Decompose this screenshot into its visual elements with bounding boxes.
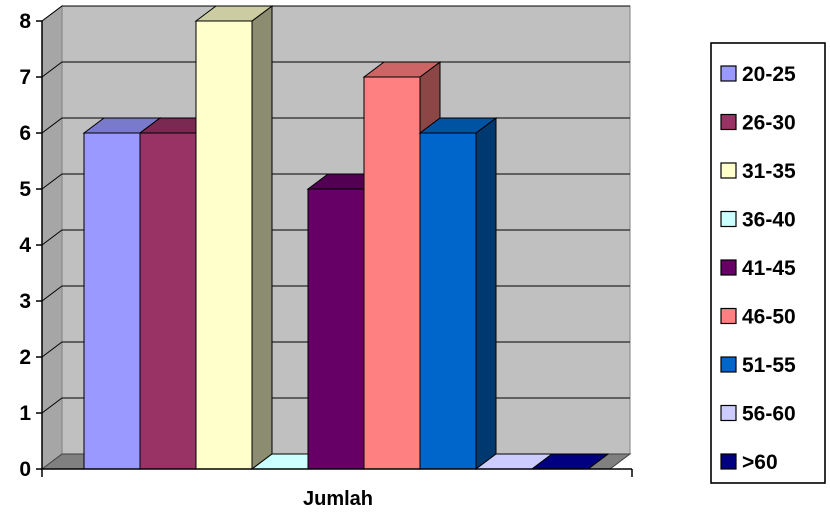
legend-label: 46-50 bbox=[742, 306, 796, 329]
y-tick-label: 8 bbox=[19, 10, 31, 33]
legend-item-26-30: 26-30 bbox=[720, 112, 796, 135]
y-tick-label: 0 bbox=[19, 458, 31, 481]
x-axis-label: Jumlah bbox=[303, 488, 373, 510]
bar-top bbox=[194, 5, 274, 22]
y-tick-label: 1 bbox=[19, 402, 31, 425]
legend-label: 36-40 bbox=[742, 209, 796, 232]
y-tick-label: 6 bbox=[19, 122, 31, 145]
legend-swatch bbox=[720, 453, 737, 470]
legend-label: 41-45 bbox=[742, 257, 796, 280]
y-tick-label: 7 bbox=[19, 66, 31, 89]
bars bbox=[82, 5, 610, 470]
legend-item-41-45: 41-45 bbox=[720, 257, 796, 280]
legend-swatch bbox=[720, 65, 737, 82]
y-tick-label: 4 bbox=[19, 234, 31, 257]
legend-label: 31-35 bbox=[742, 160, 796, 183]
bar-front bbox=[307, 188, 365, 470]
legend: 20-25 26-30 31-35 36-40 41-45 46-50 51-55 56-60… bbox=[720, 63, 796, 474]
legend-label: 56-60 bbox=[742, 403, 796, 426]
legend-label: >60 bbox=[742, 451, 778, 474]
bar-front bbox=[83, 132, 141, 470]
bar-51-55 bbox=[418, 117, 498, 470]
bar-front bbox=[419, 132, 477, 470]
legend-item-31-35: 31-35 bbox=[720, 160, 796, 183]
legend-item-51-55: 51-55 bbox=[720, 354, 796, 377]
y-tick-label: 5 bbox=[19, 178, 31, 201]
bar-top bbox=[418, 117, 498, 134]
legend-item-20-25: 20-25 bbox=[720, 63, 796, 86]
bar-front bbox=[139, 132, 197, 470]
legend-item-46-50: 46-50 bbox=[720, 306, 796, 329]
legend-swatch bbox=[720, 356, 737, 373]
legend-swatch bbox=[720, 259, 737, 276]
legend-label: 26-30 bbox=[742, 112, 796, 135]
legend-item->60: >60 bbox=[720, 451, 778, 474]
legend-swatch bbox=[720, 404, 737, 422]
legend-swatch bbox=[720, 113, 737, 131]
legend-label: 51-55 bbox=[742, 354, 796, 377]
legend-item-56-60: 56-60 bbox=[720, 403, 796, 426]
gridline bbox=[41, 5, 630, 22]
y-tick-label: 2 bbox=[19, 346, 31, 369]
bar-side bbox=[475, 117, 497, 470]
bar-31-35 bbox=[194, 5, 274, 470]
legend-item-36-40: 36-40 bbox=[720, 209, 796, 232]
bar-front bbox=[363, 76, 421, 470]
legend-swatch bbox=[720, 210, 737, 228]
y-axis-ticks: 0 1 2 3 4 5 6 7 8 bbox=[19, 10, 42, 481]
legend-swatch bbox=[720, 307, 737, 325]
bar-top bbox=[362, 61, 442, 78]
y-tick-label: 3 bbox=[19, 290, 31, 313]
bar-side bbox=[251, 5, 273, 470]
bar-front bbox=[195, 20, 253, 470]
legend-label: 20-25 bbox=[742, 63, 796, 86]
legend-swatch bbox=[720, 162, 737, 179]
